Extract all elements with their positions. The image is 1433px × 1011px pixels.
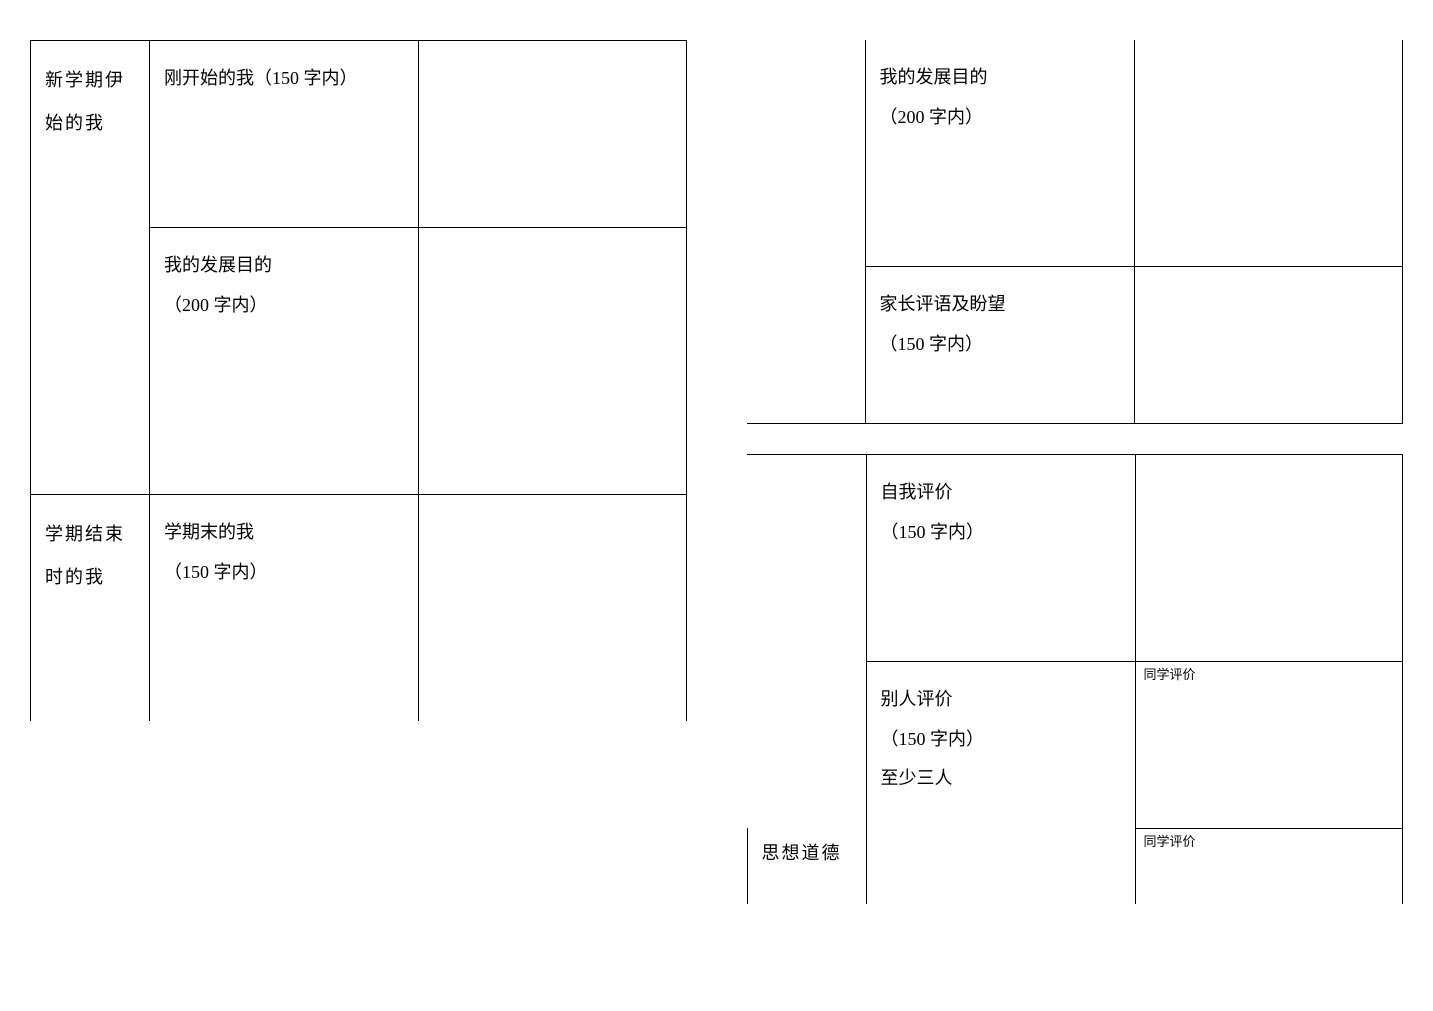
rt-row2-desc-l2: （150 字内） xyxy=(880,334,984,354)
left-row2-content xyxy=(419,228,687,495)
left-row2-desc-l1: 我的发展目的 xyxy=(164,255,272,275)
rb-row2-desc-l2: （150 字内） xyxy=(881,729,985,749)
rb-row3-desc-empty xyxy=(866,828,1135,904)
rb-section-label: 思想道德 xyxy=(747,828,866,904)
right-top-table: 我的发展目的 （200 字内） 家长评语及盼望 （150 字内） xyxy=(747,40,1404,424)
rt-row1-content xyxy=(1134,40,1403,267)
rb-empty-span xyxy=(747,455,866,829)
left-table: 新学期伊始的我 刚开始的我（150 字内） 我的发展目的 （200 字内） 学期… xyxy=(30,40,687,721)
rb-row2-desc: 别人评价 （150 字内） 至少三人 xyxy=(866,662,1135,829)
left-column: 新学期伊始的我 刚开始的我（150 字内） 我的发展目的 （200 字内） 学期… xyxy=(30,40,687,904)
rb-row-3: 思想道德 同学评价 xyxy=(747,828,1403,904)
rt-row1-desc: 我的发展目的 （200 字内） xyxy=(865,40,1134,267)
rb-row-1: 自我评价 （150 字内） xyxy=(747,455,1403,662)
rt-row1-desc-l1: 我的发展目的 xyxy=(880,67,988,87)
left-section2-label: 学期结束时的我 xyxy=(31,495,150,722)
left-row3-desc: 学期末的我 （150 字内） xyxy=(150,495,419,722)
left-row3-desc-l2: （150 字内） xyxy=(164,562,268,582)
rb-row2-desc-l1: 别人评价 xyxy=(881,689,953,709)
left-row2-desc-l2: （200 字内） xyxy=(164,295,268,315)
left-row2-desc: 我的发展目的 （200 字内） xyxy=(150,228,419,495)
left-row1-desc: 刚开始的我（150 字内） xyxy=(150,41,419,228)
left-row-1: 新学期伊始的我 刚开始的我（150 字内） xyxy=(31,41,687,228)
rt-row-1: 我的发展目的 （200 字内） xyxy=(747,40,1403,267)
right-bottom-table: 自我评价 （150 字内） 别人评价 （150 字内） 至少三人 同学评价 思想… xyxy=(747,454,1404,904)
rt-row2-desc: 家长评语及盼望 （150 字内） xyxy=(865,267,1134,424)
rb-row2-desc-l3: 至少三人 xyxy=(881,768,953,788)
left-row3-desc-l1: 学期末的我 xyxy=(164,522,254,542)
rb-row3-content: 同学评价 xyxy=(1135,828,1403,904)
rb-row1-content xyxy=(1135,455,1403,662)
rt-row2-content xyxy=(1134,267,1403,424)
rb-row1-desc: 自我评价 （150 字内） xyxy=(866,455,1135,662)
rt-section-label-empty xyxy=(747,40,866,424)
left-row1-content xyxy=(419,41,687,228)
rb-row2-content: 同学评价 xyxy=(1135,662,1403,829)
left-section1-label: 新学期伊始的我 xyxy=(31,41,150,495)
left-row3-content xyxy=(419,495,687,722)
right-column: 我的发展目的 （200 字内） 家长评语及盼望 （150 字内） 自我评价 （1… xyxy=(747,40,1404,904)
rt-row1-desc-l2: （200 字内） xyxy=(880,107,984,127)
rb-row1-desc-l1: 自我评价 xyxy=(881,482,953,502)
page-two-column: 新学期伊始的我 刚开始的我（150 字内） 我的发展目的 （200 字内） 学期… xyxy=(30,40,1403,904)
rt-row2-desc-l1: 家长评语及盼望 xyxy=(880,294,1006,314)
left-row-3: 学期结束时的我 学期末的我 （150 字内） xyxy=(31,495,687,722)
rb-row1-desc-l2: （150 字内） xyxy=(881,522,985,542)
